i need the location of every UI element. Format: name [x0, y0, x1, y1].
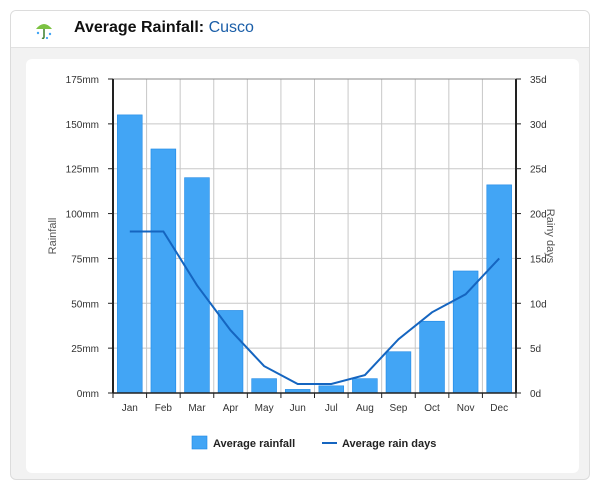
bar-dec: [486, 184, 512, 394]
bar-jul: [318, 385, 345, 394]
x-tick-label: Nov: [457, 403, 475, 414]
bar-jan: [117, 114, 143, 394]
rainfall-chart: 0mm 0d 25mm 5d 50mm 10d 75mm 15d 100mm 20d 125mm 25…: [47, 75, 556, 450]
x-tick-label: Sep: [390, 403, 408, 414]
y-tick-label: 125mm: [66, 165, 99, 176]
x-tick-label: Jul: [325, 403, 338, 414]
y2-tick-label: 30d: [530, 120, 547, 131]
bar-nov: [452, 270, 479, 394]
x-tick-label: Jan: [122, 403, 138, 414]
rain-days-line: [129, 230, 500, 385]
x-tick-label: Dec: [490, 403, 508, 414]
umbrella-rain-icon: [36, 24, 52, 40]
x-tick-label: Jun: [290, 403, 306, 414]
y-tick-label: 150mm: [66, 120, 99, 131]
page-title: Average Rainfall: Cusco: [74, 19, 254, 37]
y2-tick-label: 25d: [530, 165, 547, 176]
x-tick-label: Feb: [155, 403, 173, 414]
bar-feb: [150, 148, 177, 394]
y-tick-label: 25mm: [71, 344, 99, 355]
y-tick-label: 50mm: [71, 299, 99, 310]
y-tick-label: 100mm: [66, 210, 99, 221]
y2-tick-label: 10d: [530, 299, 547, 310]
y-tick-label: 0mm: [77, 389, 99, 400]
legend-label-rain-days: Average rain days: [342, 438, 436, 450]
x-tick-label: Oct: [424, 403, 440, 414]
x-tick-label: Mar: [188, 403, 206, 414]
bar-oct: [419, 320, 445, 394]
legend-label-rainfall: Average rainfall: [213, 438, 295, 450]
y2-tick-label: 15d: [530, 254, 547, 265]
title-city: Cusco: [208, 19, 254, 36]
y-axis-title: Rainfall: [47, 218, 59, 255]
y2-tick-label: 35d: [530, 75, 547, 86]
y2-tick-label: 5d: [530, 344, 541, 355]
y2-axis-title: Rainy days: [544, 209, 556, 264]
bar-aug: [352, 378, 378, 394]
x-tick-label: Aug: [356, 403, 374, 414]
chart-panel: 0mm 0d 25mm 5d 50mm 10d 75mm 15d 100mm 20d 125mm 25…: [26, 59, 579, 473]
x-tick-label: Apr: [223, 403, 239, 414]
legend-swatch-rainfall: [191, 435, 208, 450]
rainfall-card: Average Rainfall: Cusco 0mm 0d 25mm 5d 50mm 1…: [10, 10, 590, 480]
x-tick-label: May: [255, 403, 274, 414]
bar-apr: [217, 310, 244, 394]
y2-tick-label: 0d: [530, 389, 541, 400]
bar-sep: [385, 351, 412, 394]
y2-tick-label: 20d: [530, 210, 547, 221]
title-prefix: Average Rainfall:: [74, 19, 205, 36]
y-tick-label: 75mm: [71, 254, 99, 265]
card-header: Average Rainfall: Cusco: [11, 11, 589, 48]
bar-may: [251, 378, 277, 394]
y-tick-label: 175mm: [66, 75, 99, 86]
